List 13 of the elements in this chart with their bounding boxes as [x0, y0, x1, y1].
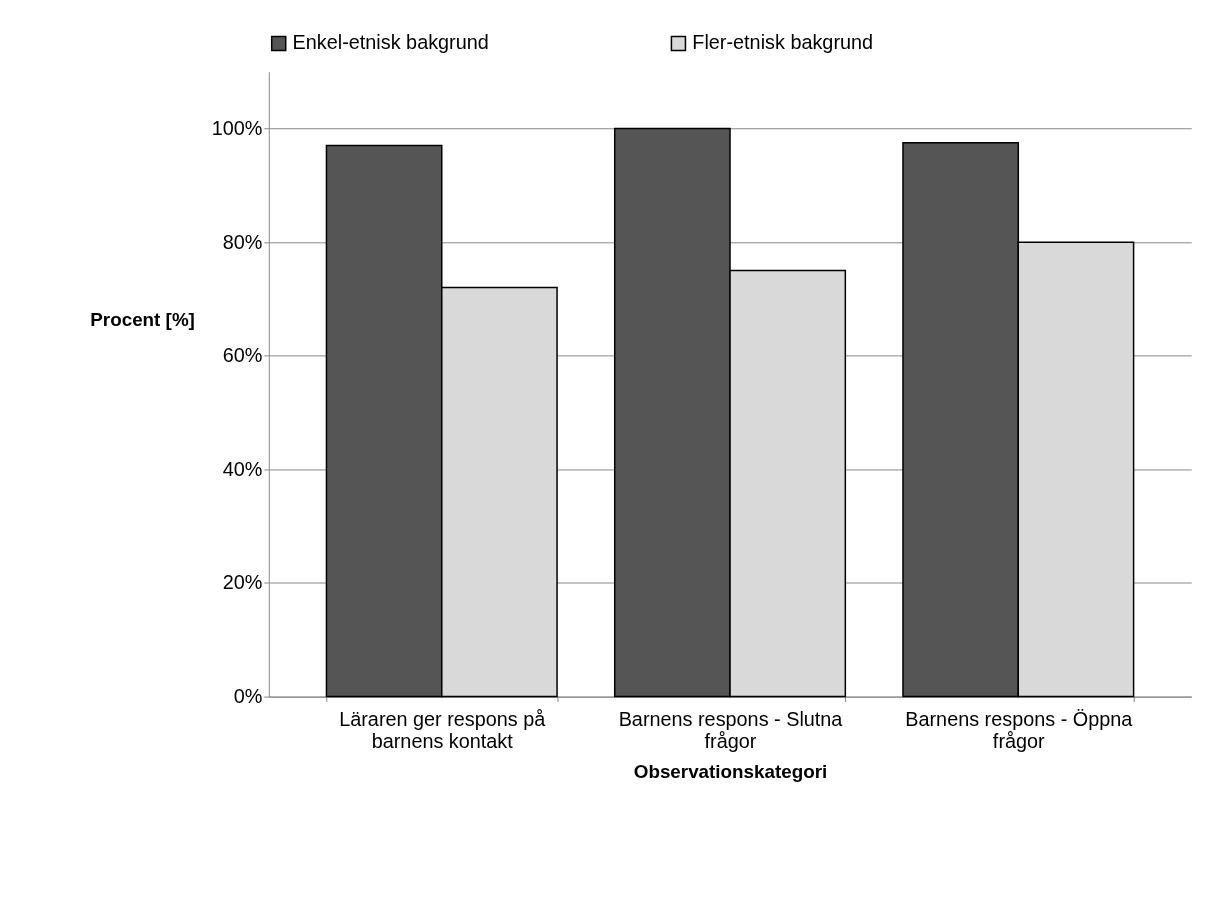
y-tick-label: 0% — [233, 685, 263, 708]
y-axis-title: Procent [%] — [90, 309, 195, 331]
x-axis-title: Observationskategori — [633, 761, 828, 783]
y-tick-label: 60% — [222, 344, 263, 367]
x-tick-label: Läraren ger respons på barnens kontakt — [339, 707, 547, 752]
x-tick-label: Barnens respons - Öppna frågor — [905, 707, 1134, 752]
legend-label: Enkel-etnisk bakgrund — [292, 31, 489, 54]
y-tick-label: 40% — [222, 457, 263, 480]
y-tick-label: 100% — [211, 116, 263, 139]
y-tick-label: 80% — [222, 230, 263, 253]
y-tick-label: 20% — [222, 571, 263, 594]
x-tick-label: Barnens respons - Slutna frågor — [618, 707, 844, 752]
legend-label: Fler-etnisk bakgrund — [692, 31, 874, 54]
